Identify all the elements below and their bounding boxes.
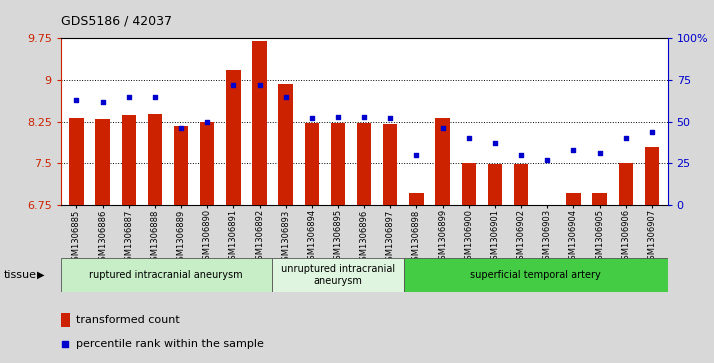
Point <box>97 99 109 105</box>
Point <box>306 115 318 121</box>
Point <box>489 140 501 146</box>
Bar <box>566 193 580 205</box>
Point <box>176 125 187 131</box>
Point <box>228 82 239 88</box>
Point <box>123 94 134 99</box>
Bar <box>61 258 272 292</box>
Bar <box>403 258 668 292</box>
Bar <box>331 123 345 205</box>
Point <box>620 135 631 141</box>
Point <box>437 125 448 131</box>
Bar <box>357 123 371 205</box>
Bar <box>272 258 403 292</box>
Point <box>516 152 527 158</box>
Point <box>568 147 579 153</box>
Bar <box>61 313 70 327</box>
Bar <box>278 84 293 205</box>
Point <box>646 129 658 135</box>
Bar <box>436 118 450 205</box>
Bar <box>121 115 136 205</box>
Bar <box>514 164 528 205</box>
Text: GDS5186 / 42037: GDS5186 / 42037 <box>61 15 171 28</box>
Point <box>71 97 82 103</box>
Point <box>149 94 161 99</box>
Point <box>385 115 396 121</box>
Bar <box>174 126 188 205</box>
Bar <box>383 125 398 205</box>
Point <box>280 94 291 99</box>
Text: percentile rank within the sample: percentile rank within the sample <box>76 339 263 349</box>
Point <box>594 150 605 156</box>
Text: tissue: tissue <box>4 270 36 280</box>
Bar <box>226 70 241 205</box>
Text: unruptured intracranial
aneurysm: unruptured intracranial aneurysm <box>281 264 395 286</box>
Point <box>541 157 553 163</box>
Bar <box>645 147 659 205</box>
Bar <box>96 119 110 205</box>
Bar <box>409 193 423 205</box>
Bar <box>618 163 633 205</box>
Text: ▶: ▶ <box>37 270 45 280</box>
Point <box>201 119 213 125</box>
Bar <box>148 114 162 205</box>
Bar <box>200 122 214 205</box>
Bar <box>488 164 502 205</box>
Bar <box>252 41 267 205</box>
Point <box>312 222 323 228</box>
Bar <box>540 205 555 211</box>
Text: superficial temporal artery: superficial temporal artery <box>471 270 601 280</box>
Text: transformed count: transformed count <box>76 315 179 325</box>
Bar <box>593 193 607 205</box>
Point <box>463 135 475 141</box>
Bar <box>305 123 319 205</box>
Point <box>358 114 370 119</box>
Point <box>411 152 422 158</box>
Text: ruptured intracranial aneurysm: ruptured intracranial aneurysm <box>89 270 243 280</box>
Point <box>253 82 265 88</box>
Point <box>332 114 343 119</box>
Bar <box>69 118 84 205</box>
Bar <box>461 163 476 205</box>
